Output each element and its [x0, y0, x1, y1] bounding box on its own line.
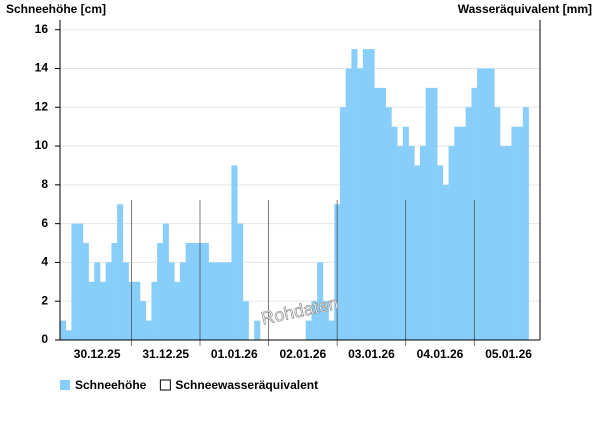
bar [374, 87, 381, 340]
bar [71, 223, 78, 340]
bar [460, 126, 467, 341]
bar [168, 262, 175, 340]
bar [351, 49, 358, 340]
bar [174, 281, 181, 340]
x-tick-label: 01.01.26 [211, 347, 258, 361]
bar [305, 320, 312, 340]
bar [522, 107, 529, 340]
bar [242, 301, 249, 340]
bar [157, 243, 164, 340]
x-tick-label: 30.12.25 [74, 347, 121, 361]
bar [162, 223, 169, 340]
bar [100, 281, 107, 340]
legend-label: Schneehöhe [75, 378, 147, 392]
bar [88, 281, 95, 340]
bar [105, 262, 112, 340]
y-tick-label: 4 [41, 255, 48, 269]
bar [511, 126, 518, 341]
bar [482, 68, 489, 340]
bar [94, 262, 101, 340]
bar [442, 184, 449, 340]
bar [425, 87, 432, 340]
bar [180, 262, 187, 340]
legend-swatch [60, 380, 70, 390]
bar [500, 146, 507, 340]
bar [408, 146, 415, 340]
bar [220, 262, 227, 340]
bar [385, 107, 392, 340]
y-tick-label: 6 [41, 216, 48, 230]
bar [328, 320, 335, 340]
x-tick-label: 05.01.26 [485, 347, 532, 361]
x-tick-label: 02.01.26 [279, 347, 326, 361]
bar [237, 223, 244, 340]
bar [60, 320, 67, 340]
bar [517, 126, 524, 341]
bar [397, 146, 404, 340]
bar [82, 243, 89, 340]
bar [111, 243, 118, 340]
x-tick-label: 04.01.26 [417, 347, 464, 361]
y-tick-label: 0 [41, 332, 48, 346]
bar [437, 165, 444, 340]
bar [214, 262, 221, 340]
y-tick-label: 8 [41, 177, 48, 191]
bar [122, 262, 129, 340]
x-tick-label: 31.12.25 [142, 347, 189, 361]
bar [420, 146, 427, 340]
bar [231, 165, 238, 340]
bar [151, 281, 158, 340]
y-tick-label: 10 [35, 138, 49, 152]
legend-label: Schneewasseräquivalent [175, 378, 318, 392]
bar [448, 146, 455, 340]
bar [505, 146, 512, 340]
y2-axis-label: Wasseräquivalent [mm] [458, 2, 592, 16]
x-tick-label: 03.01.26 [348, 347, 395, 361]
bar [117, 204, 124, 340]
bar [254, 320, 261, 340]
bar [380, 87, 387, 340]
y-tick-label: 12 [35, 99, 49, 113]
bar [391, 126, 398, 341]
bar [317, 262, 324, 340]
bar [77, 223, 84, 340]
legend-swatch [159, 379, 171, 391]
y-tick-label: 14 [35, 61, 49, 75]
bar [322, 301, 329, 340]
y-tick-label: 2 [41, 293, 48, 307]
bar [145, 320, 152, 340]
bar [494, 107, 501, 340]
y-tick-label: 16 [35, 22, 49, 36]
bar [345, 68, 352, 340]
bar [225, 262, 232, 340]
bar [357, 68, 364, 340]
bar [362, 49, 369, 340]
y-axis-label: Schneehöhe [cm] [6, 2, 106, 16]
bar [340, 107, 347, 340]
bar [208, 262, 215, 340]
bar [202, 243, 209, 340]
bar [191, 243, 198, 340]
bar [368, 49, 375, 340]
bar [134, 281, 141, 340]
bar [431, 87, 438, 340]
bar [454, 126, 461, 341]
bar [414, 165, 421, 340]
bar [140, 301, 147, 340]
bar [65, 330, 72, 340]
bar [185, 243, 192, 340]
bar [488, 68, 495, 340]
bar [477, 68, 484, 340]
bar [465, 107, 472, 340]
bar [311, 301, 318, 340]
